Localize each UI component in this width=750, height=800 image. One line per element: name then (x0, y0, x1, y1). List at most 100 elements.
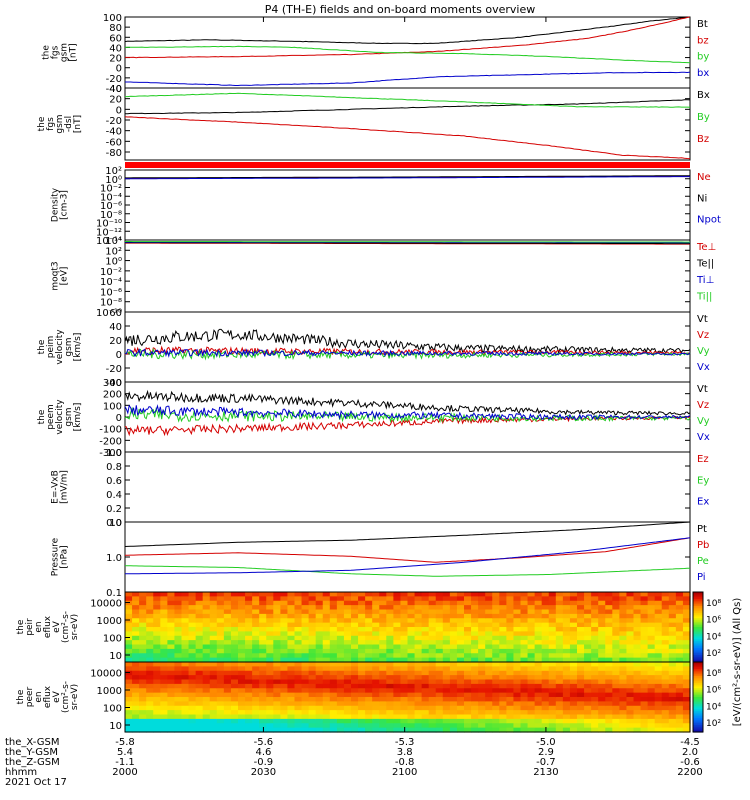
y-tick-label: 10000 (90, 599, 122, 610)
y-tick-label: 0.0 (106, 518, 122, 529)
y-axis-label: [km/s] (73, 333, 83, 362)
y-tick-label: 0.8 (106, 462, 122, 473)
series-line (124, 99, 691, 115)
y-axis-label: eV (52, 620, 62, 633)
y-tick-label: -80 (106, 148, 122, 159)
y-tick-label: 1000 (97, 686, 122, 697)
y-tick-label: 100 (103, 401, 122, 412)
y-tick-label: 40 (109, 43, 122, 54)
y-axis-label: Pressure (51, 537, 61, 576)
series-line (124, 389, 691, 416)
colorbar-label: [eV/(cm²-s-sr-eV)] (All Qs) (732, 598, 743, 727)
y-tick-label: -100 (99, 425, 122, 436)
y-axis-label: en (34, 621, 44, 632)
y-tick-label: 20 (109, 336, 122, 347)
series-line (124, 521, 691, 547)
legend-entry: Bz (697, 134, 709, 145)
legend-entry: Pt (697, 524, 707, 535)
x-tick-label: -0.8 (395, 757, 415, 768)
series-line (125, 537, 691, 575)
y-axis-label: eV (52, 690, 62, 703)
y-axis-label: gsm (64, 407, 74, 426)
legend-entry: Pe (697, 556, 709, 567)
y-tick-label: 0 (116, 105, 122, 116)
x-tick-label: 4.6 (255, 747, 271, 758)
series-line (124, 16, 691, 45)
y-tick-label: 10² (105, 166, 122, 177)
legend-entry: Ex (697, 497, 709, 508)
y-tick-label: 1000 (97, 616, 122, 627)
y-axis-label: fgs (46, 117, 56, 131)
series-line (124, 328, 691, 355)
colorbar-tick-label: 10⁸ (706, 599, 721, 609)
x-tick-label: -5.3 (395, 737, 415, 748)
x-axis-row-label: the_X-GSM (5, 737, 59, 748)
legend-entry: Npot (697, 215, 721, 226)
state-bar (125, 162, 690, 168)
y-tick-label: 10² (105, 246, 122, 257)
y-axis-label: (cm²-s- (61, 611, 71, 643)
y-axis-label: the (16, 619, 26, 634)
panel-peir-spectrogram: 10000 1000 100 10 the peir en eflux eV (cm²-s-sr-… (16, 591, 691, 663)
x-tick-label: 2.0 (682, 747, 698, 758)
x-tick-label: -0.9 (254, 757, 274, 768)
y-tick-label: 10⁻¹⁰ (96, 219, 122, 230)
y-axis-label: the (42, 45, 52, 60)
x-tick-label: 2130 (533, 767, 558, 778)
y-axis-label: the (37, 409, 47, 424)
series-line (124, 45, 691, 64)
legend-entry: bx (697, 68, 709, 79)
colorbar-tick-label: 10⁴ (706, 702, 721, 712)
panel-peer-spectrogram: 10000 1000 100 10 the peer en eflux eV (cm²-s-sr-… (16, 661, 691, 733)
y-axis-label: fgs (51, 45, 61, 59)
legend-entry: Pi (697, 572, 706, 583)
y-tick-label: 10⁻¹⁴ (96, 236, 122, 247)
y-tick-label: 40 (109, 84, 122, 95)
y-tick-label: 60 (109, 33, 122, 44)
y-axis-label: velocity (55, 329, 65, 365)
series-line (124, 537, 691, 563)
colorbar-tick-label: 10⁶ (706, 616, 721, 626)
y-axis-label: sr-eV) (70, 614, 80, 640)
y-tick-label: 10⁰ (105, 257, 122, 268)
panel-frame (124, 661, 691, 733)
y-axis-label: the (16, 689, 26, 704)
y-axis-label: peer (25, 686, 35, 707)
panel-frame (124, 239, 691, 313)
y-axis-label: eflux (43, 615, 53, 638)
colorbar-tick-label: 10² (706, 719, 721, 729)
legend-entry: Vy (697, 416, 710, 427)
y-tick-label: 80 (109, 23, 122, 34)
x-tick-label: -1.1 (115, 757, 135, 768)
y-tick-label: 10⁻⁶ (100, 287, 122, 298)
y-tick-label: -40 (106, 84, 122, 95)
series-line (125, 565, 691, 577)
y-tick-label: 10⁻¹² (96, 227, 122, 238)
y-tick-label: 100 (103, 634, 122, 645)
y-tick-label: 10⁻⁴ (100, 277, 122, 288)
legend-entry: Ey (697, 475, 709, 486)
y-tick-label: -60 (106, 137, 122, 148)
x-tick-label: 2.9 (538, 747, 554, 758)
y-tick-label: 1.0 (106, 553, 122, 564)
y-axis-label: peir (25, 618, 35, 636)
y-tick-label: 60 (109, 308, 122, 319)
series-line (125, 241, 690, 243)
y-axis-label: [cm-3] (60, 190, 70, 220)
series-line (125, 242, 690, 245)
y-tick-label: -20 (106, 116, 122, 127)
y-axis-label: sr-eV) (70, 684, 80, 710)
series-line (125, 71, 691, 86)
y-tick-label: 10⁻² (100, 184, 122, 195)
y-tick-label: 10 (109, 721, 122, 732)
y-tick-label: -40 (106, 378, 122, 389)
legend-entry: Ez (697, 454, 709, 465)
series-line (125, 92, 691, 108)
y-tick-label: 100 (103, 13, 122, 24)
y-tick-label: -300 (99, 448, 122, 459)
y-tick-label: 20 (109, 54, 122, 65)
